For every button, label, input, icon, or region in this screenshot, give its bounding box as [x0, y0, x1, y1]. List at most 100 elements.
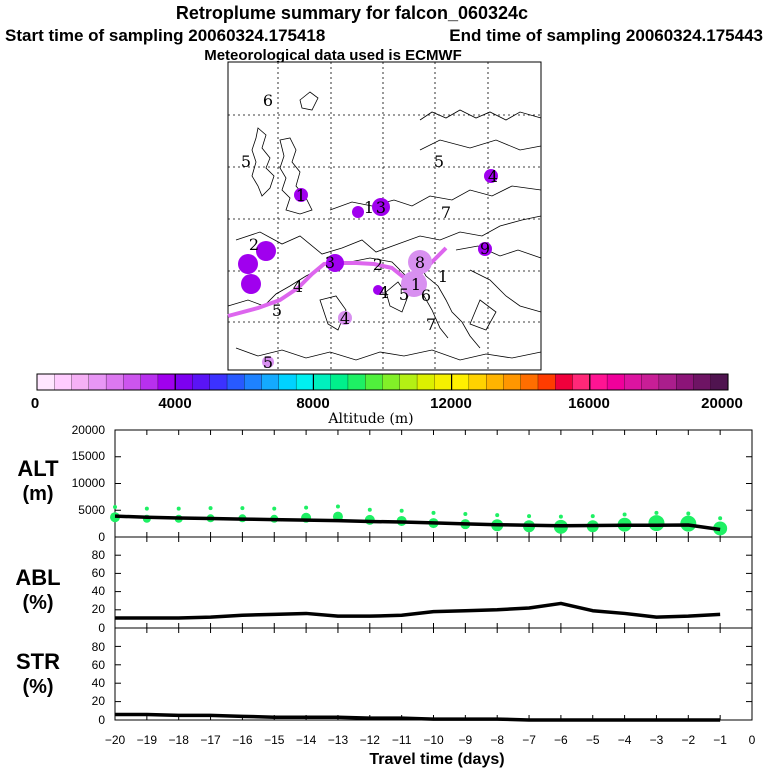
- colorbar-axis-label: Altitude (m): [327, 411, 413, 427]
- abl-line: [115, 601, 721, 620]
- x-tick-label: −10: [423, 733, 444, 747]
- colorbar-cell: [71, 373, 90, 391]
- colorbar-tick-label: 0: [31, 395, 39, 412]
- colorbar-cell: [434, 373, 453, 391]
- alt-ytick: 5000: [78, 503, 105, 517]
- alt-ytick: 15000: [72, 449, 106, 463]
- figure-title: Retroplume summary for falcon_060324c: [176, 3, 528, 23]
- map-day-label: 1: [438, 267, 448, 286]
- colorbar-cell: [105, 373, 124, 391]
- x-tick-label: 0: [749, 733, 756, 747]
- str-panel-label: STR: [16, 649, 60, 674]
- plume-marker: [294, 188, 308, 202]
- abl-panel-label: ABL: [15, 565, 60, 590]
- x-tick-label: −16: [232, 733, 253, 747]
- plume-marker: [484, 169, 498, 183]
- alt-cluster-point-upper: [431, 510, 436, 515]
- colorbar-cell: [624, 373, 643, 391]
- colorbar-cell: [676, 373, 694, 391]
- abl-ytick: 60: [92, 566, 106, 580]
- panel-alt: ALT (m) 20000 15000 10000 5000 0: [17, 423, 753, 544]
- colorbar-cell: [589, 373, 608, 391]
- map-day-label: 1: [411, 275, 421, 294]
- alt-cluster-point-upper: [144, 506, 149, 511]
- x-tick-label: −11: [392, 733, 412, 747]
- str-line: [115, 712, 721, 722]
- plume-marker: [401, 271, 427, 297]
- str-ytick: 40: [92, 676, 106, 690]
- colorbar-frame: [36, 373, 729, 391]
- x-tick-label: −9: [459, 733, 473, 747]
- x-tick-label: −3: [650, 733, 664, 747]
- colorbar-major-ticks: [174, 374, 591, 390]
- map-day-label: 3: [376, 198, 386, 217]
- x-tick-label: −5: [586, 733, 600, 747]
- colorbar-cell: [606, 373, 625, 391]
- colorbar-tick-label: 16000: [568, 395, 610, 412]
- alt-cluster-point-upper: [495, 513, 500, 518]
- colorbar-cell: [641, 373, 660, 391]
- abl-ytick: 0: [98, 621, 105, 635]
- colorbar-cell: [88, 373, 107, 391]
- alt-cluster-point-upper: [527, 514, 532, 519]
- plume-marker: [478, 242, 492, 256]
- plume-marker: [262, 356, 274, 368]
- alt-cluster-point-upper: [113, 505, 117, 510]
- abl-ytick: 20: [92, 602, 106, 616]
- x-tick-label: −12: [360, 733, 381, 747]
- colorbar-tick-label: 4000: [158, 395, 191, 412]
- x-tick-label: −6: [554, 733, 568, 747]
- str-ytick: 0: [98, 713, 105, 727]
- plume-markers: [238, 169, 498, 368]
- panel-str: STR (%) 80 60 40 20 0: [16, 627, 753, 727]
- map-day-label: 6: [263, 91, 273, 110]
- colorbar-cell: [658, 373, 677, 391]
- alt-cluster-point-upper: [240, 506, 245, 511]
- colorbar-cells: [36, 373, 729, 391]
- map-day-labels: 6 5 5 4 7 7 1 3 2 1 5 1 4 6 2 3 8 4 5 1 …: [241, 91, 498, 372]
- altitude-colorbar: 0 4000 8000 12000 16000 20000 Altitude (…: [31, 373, 743, 427]
- map-day-label: 5: [272, 301, 282, 320]
- alt-cluster-point-upper: [622, 512, 627, 517]
- abl-panel-units: (%): [22, 592, 53, 614]
- colorbar-cell: [710, 373, 729, 391]
- end-time-label: End time of sampling 20060324.175443: [449, 26, 763, 45]
- colorbar-tick-label: 12000: [430, 395, 472, 412]
- plume-marker: [408, 250, 432, 274]
- x-tick-label: −18: [169, 733, 190, 747]
- x-tick-label: −4: [618, 733, 632, 747]
- alt-mean-series: [114, 514, 721, 532]
- x-tick-labels: −20 −19 −18 −17 −16 −15 −14 −13 −12 −11 −10 −9 −8 −7−…: [105, 733, 756, 747]
- colorbar-cell: [192, 373, 211, 391]
- alt-ytick: 0: [98, 530, 105, 544]
- colorbar-cell: [295, 373, 314, 391]
- alt-cluster-point-upper: [590, 514, 595, 519]
- plume-marker: [326, 254, 344, 272]
- x-tick-label: −19: [137, 733, 158, 747]
- x-tick-label: −13: [328, 733, 349, 747]
- map-day-label: 4: [379, 283, 389, 302]
- map-day-label: 3: [325, 253, 335, 272]
- alt-ytick: 10000: [72, 476, 106, 490]
- colorbar-cell: [416, 373, 435, 391]
- plume-marker: [238, 254, 258, 274]
- colorbar-cell: [226, 373, 245, 391]
- plume-marker: [241, 274, 261, 294]
- colorbar-cell: [572, 373, 591, 391]
- colorbar-cell: [244, 373, 263, 391]
- colorbar-cell: [157, 373, 176, 391]
- colorbar-cell: [278, 373, 297, 391]
- abl-ytick: 40: [92, 584, 106, 598]
- alt-cluster-point-upper: [399, 508, 404, 513]
- map-day-label: 1: [364, 198, 374, 217]
- x-tick-label: −2: [681, 733, 695, 747]
- alt-cluster-point-upper: [272, 506, 277, 511]
- colorbar-cell: [330, 373, 349, 391]
- alt-tick-marks: [114, 430, 753, 537]
- map-day-label: 5: [263, 353, 273, 372]
- colorbar-cell: [503, 373, 522, 391]
- str-frame: [114, 627, 753, 721]
- abl-frame: [114, 536, 753, 629]
- plume-marker: [373, 285, 383, 295]
